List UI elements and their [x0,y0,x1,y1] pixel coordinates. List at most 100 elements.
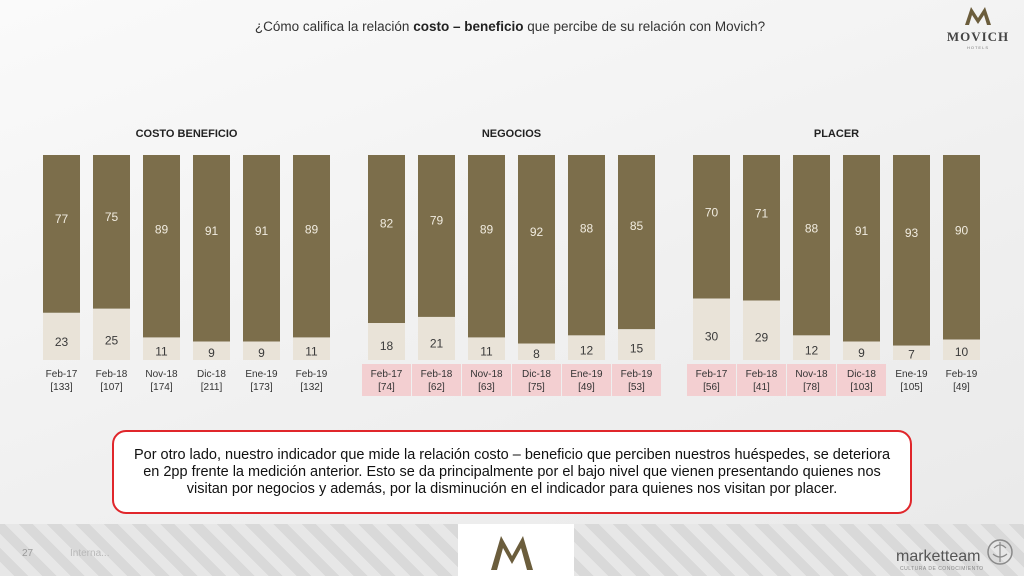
data-label-bottom: 29 [755,330,769,344]
x-tick-label: Feb-18 [421,369,453,380]
label-highlight [512,364,561,396]
bar-segment-bottom [43,312,80,360]
sample-base-label: [107] [100,382,122,393]
bar-segment-bottom [293,337,330,360]
label-highlight [837,364,886,396]
summary-callout: Por otro lado, nuestro indicador que mid… [112,430,912,514]
data-label-top: 91 [855,224,869,238]
x-tick-label: Feb-17 [46,369,78,380]
bar-segment-top [893,155,930,346]
logo-sub: HOTELS [966,45,989,50]
chart-title: COSTO BENEFICIO [136,128,238,140]
sample-base-label: [74] [378,382,395,393]
x-tick-label: Feb-17 [371,369,403,380]
data-label-top: 90 [955,223,969,237]
bar-segment-top [843,155,880,342]
data-label-top: 85 [630,219,644,233]
data-label-top: 93 [905,226,919,240]
data-label-top: 89 [480,222,494,236]
label-highlight [787,364,836,396]
marketteam-logo: marketteam [896,548,981,565]
data-label-bottom: 30 [705,330,719,344]
label-highlight [462,364,511,396]
x-tick-label: Feb-19 [946,369,978,380]
movich-logo: MOVICH HOTELS [940,6,1016,50]
sample-base-label: [103] [850,382,872,393]
bar-segment-top [368,155,405,324]
data-label-top: 79 [430,214,444,228]
data-label-bottom: 9 [208,346,215,360]
x-tick-label: Nov-18 [795,369,828,380]
data-label-bottom: 9 [258,346,265,360]
sample-base-label: [105] [900,382,922,393]
page-number: 27 [22,548,34,559]
sample-base-label: [78] [803,382,820,393]
bar-segment-bottom [693,298,730,360]
bar-segment-bottom [793,335,830,360]
data-label-top: 91 [205,224,219,238]
bar-segment-bottom [368,323,405,360]
sample-base-label: [49] [578,382,595,393]
label-highlight [362,364,411,396]
data-label-bottom: 9 [858,346,865,360]
x-tick-label: Feb-18 [96,369,128,380]
bar-segment-bottom [568,335,605,360]
data-label-bottom: 11 [305,344,318,358]
x-tick-label: Dic-18 [197,369,226,380]
title-text-bold: costo – beneficio [413,19,524,34]
bar-segment-top [93,155,130,309]
sample-base-label: [174] [150,382,172,393]
data-label-top: 91 [255,224,269,238]
bar-segment-bottom [618,329,655,360]
data-label-top: 89 [155,222,169,236]
data-label-bottom: 11 [155,344,168,358]
bar-segment-top [743,155,780,301]
data-label-top: 71 [755,207,769,221]
bar-segment-top [943,155,980,340]
data-label-bottom: 21 [430,337,444,351]
x-tick-label: Nov-18 [145,369,178,380]
callout-text: Por otro lado, nuestro indicador que mid… [133,446,891,497]
bar-segment-top [568,155,605,336]
bar-segment-bottom [243,341,280,360]
bar-segment-top [693,155,730,299]
bar-segment-top [418,155,455,317]
sample-base-label: [132] [300,382,322,393]
title-text-post: que percibe de su relación con Movich? [523,19,766,34]
bar-segment-bottom [418,316,455,360]
data-label-top: 77 [55,212,69,226]
data-label-top: 88 [805,222,819,236]
data-label-bottom: 12 [805,344,819,358]
x-tick-label: Feb-18 [746,369,778,380]
footer-note: Interna... [70,548,110,559]
data-label-bottom: 11 [480,344,493,358]
x-tick-label: Feb-19 [296,369,328,380]
label-highlight [412,364,461,396]
sample-base-label: [173] [250,382,272,393]
bar-segment-top [468,155,505,338]
data-label-bottom: 23 [55,335,69,349]
x-tick-label: Dic-18 [522,369,551,380]
sample-base-label: [211] [201,382,223,393]
title-text-pre: ¿Cómo califica la relación [254,19,414,34]
data-label-bottom: 7 [908,348,915,362]
data-label-top: 75 [105,210,119,224]
data-label-top: 70 [705,206,719,220]
data-label-top: 89 [305,222,319,236]
movich-footer-icon [491,536,533,570]
bar-segment-top [43,155,80,313]
bar-segment-top [793,155,830,336]
brain-icon [987,539,1013,565]
bar-segment-bottom [518,343,555,360]
sample-base-label: [56] [703,382,720,393]
data-label-top: 88 [580,222,594,236]
bar-segment-top [293,155,330,338]
bar-segment-bottom [193,341,230,360]
marketteam-tagline: CULTURA DE CONOCIMIENTO [900,566,984,572]
x-tick-label: Ene-19 [570,369,603,380]
x-tick-label: Ene-19 [245,369,278,380]
movich-logo-mark [965,7,991,25]
bar-segment-bottom [943,339,980,360]
slide-title: ¿Cómo califica la relación costo – benef… [240,18,780,36]
chart-title: NEGOCIOS [482,128,541,140]
